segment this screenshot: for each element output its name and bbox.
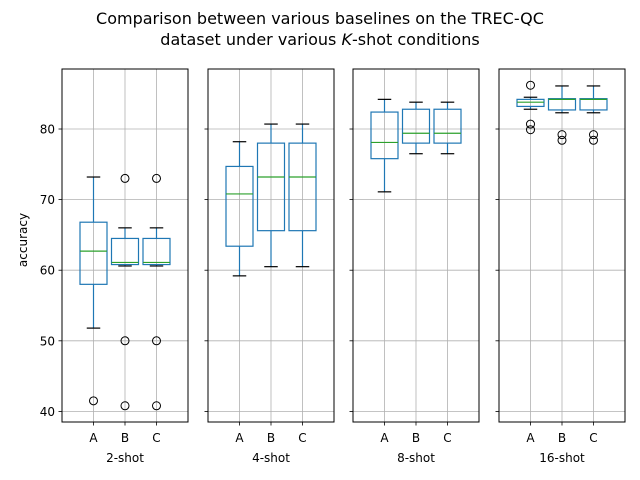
x-tick-label: A [380,431,389,445]
panel-4-shot: A B C 4-shot [204,68,335,465]
y-tick-label: 80 [40,123,55,137]
x-tick-label: B [267,431,275,445]
box-body [579,98,608,111]
chart-title-line2: dataset under various K-shot conditions [160,30,479,49]
outlier-point [120,173,130,183]
outlier-point [526,125,535,135]
box-4-shot-A [225,141,254,277]
box-body [142,237,171,266]
outlier-point [526,80,535,90]
panel-16-shot: A B C 16-shot [495,68,626,465]
title-k-symbol: K [341,30,353,49]
x-tick-label: A [235,431,244,445]
box-4-shot-B [256,123,286,268]
y-tick-label: 60 [40,264,55,278]
box-8-shot-C [433,101,462,155]
box-2-shot-B [110,173,140,411]
box-16-shot-B [547,85,577,145]
box-2-shot-A [79,176,108,406]
y-axis-label: accuracy [16,213,30,267]
x-axis-label: 2-shot [106,451,144,465]
box-2-shot-C [142,173,171,411]
box-body [370,111,399,160]
panels: 40 50 60 70 80 A B C 2-shot A B C 4-shot A B C 8-shot A B C… [40,68,626,465]
y-tick-label: 50 [40,334,55,348]
x-tick-label: A [89,431,98,445]
outlier-point [557,135,567,145]
box-body [288,142,317,232]
box-body [401,108,431,144]
outlier-point [152,336,161,346]
title-part: -shot conditions [352,30,480,49]
y-tick-label: 40 [40,405,55,419]
title-part: dataset under various [160,30,341,49]
outlier-point [120,336,130,346]
box-16-shot-C [579,85,608,145]
y-tick-label: 70 [40,193,55,207]
outlier-point [152,173,161,183]
x-tick-label: A [526,431,535,445]
chart-title-line1: Comparison between various baselines on … [96,9,544,28]
x-tick-label: B [121,431,129,445]
x-tick-label: B [412,431,420,445]
x-tick-label: C [443,431,451,445]
outlier-point [152,401,161,411]
outlier-point [557,130,567,140]
box-body [433,108,462,144]
outlier-point [89,396,98,406]
x-tick-label: C [152,431,160,445]
panel-2-shot: 40 50 60 70 80 A B C 2-shot [40,68,189,465]
x-axis-label: 8-shot [397,451,435,465]
panel-8-shot: A B C 8-shot [349,68,480,465]
box-16-shot-A [516,80,545,135]
x-tick-label: B [558,431,566,445]
box-body [256,142,286,232]
x-axis-label: 16-shot [539,451,585,465]
x-tick-label: C [298,431,306,445]
box-body [547,98,577,111]
outlier-point [589,130,598,140]
x-axis-label: 4-shot [252,451,290,465]
outlier-point [526,119,535,129]
box-body [516,98,545,108]
outlier-point [589,135,598,145]
box-body [79,221,108,285]
box-4-shot-C [288,123,317,268]
box-body [110,237,140,266]
box-8-shot-A [370,98,399,193]
x-tick-label: C [589,431,597,445]
box-body [225,165,254,247]
box-8-shot-B [401,101,431,155]
outlier-point [120,401,130,411]
